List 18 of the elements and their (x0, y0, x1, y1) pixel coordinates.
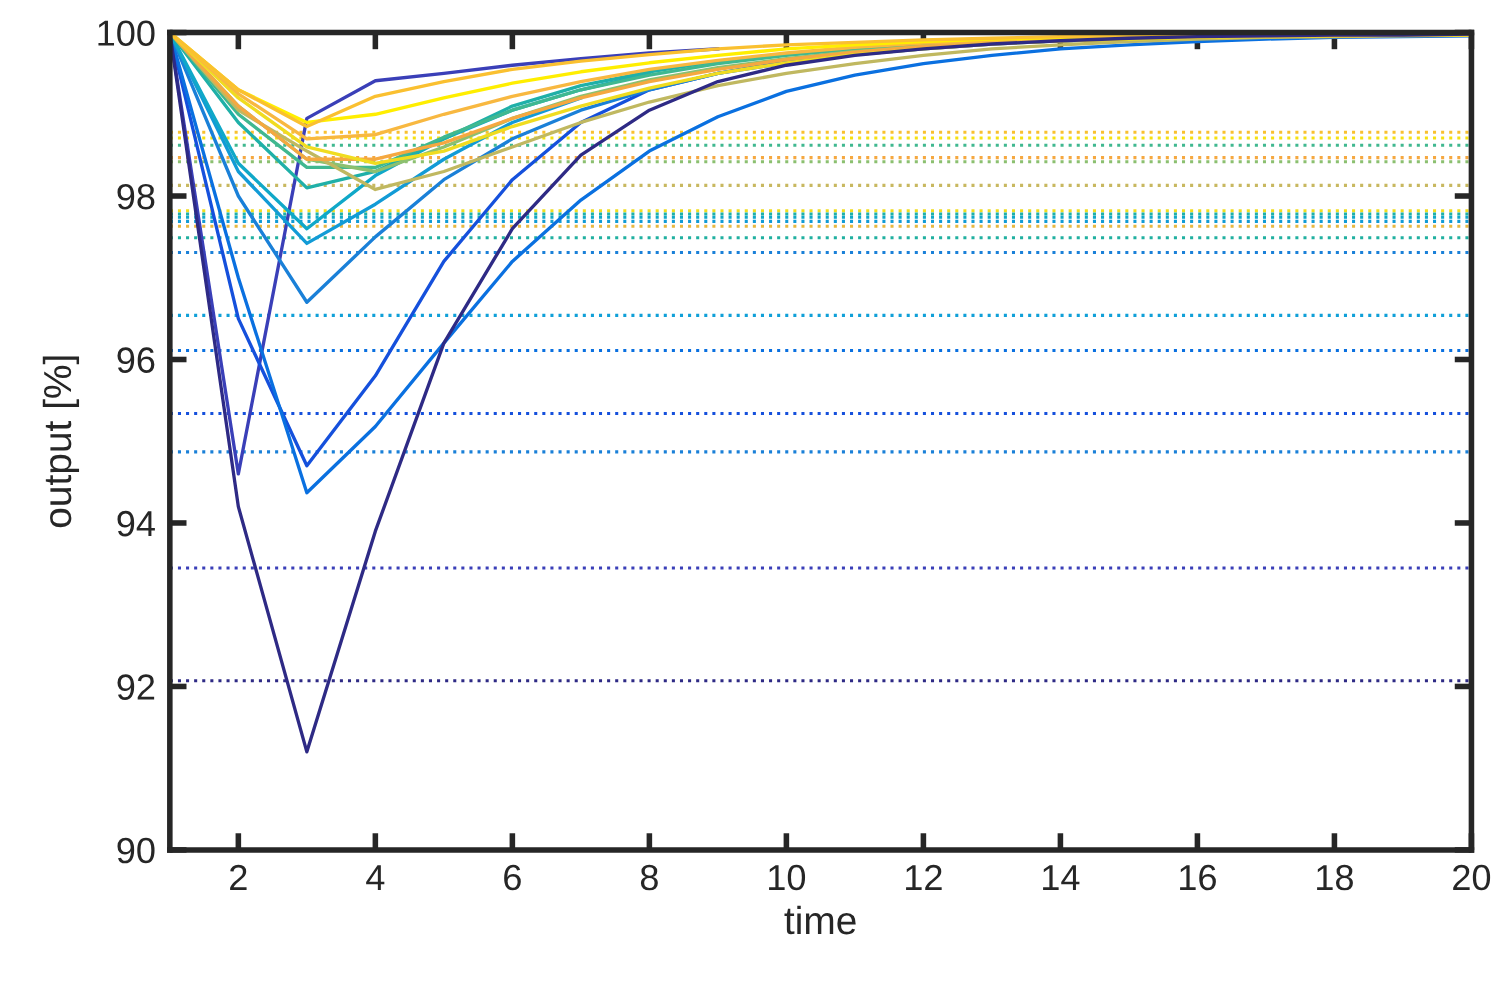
x-tick-label: 14 (1043, 865, 1080, 890)
x-tick-label: 10 (769, 864, 806, 891)
y-tick-label: 94 (117, 510, 155, 537)
x-tick-label: 18 (1317, 864, 1353, 891)
y-tick-label: 96 (117, 347, 155, 373)
y-tick-label: 98 (117, 183, 155, 210)
x-tick-label: 6 (504, 864, 521, 891)
y-axis-title: output [%] (42, 356, 80, 528)
x-tick-label: 20 (1453, 864, 1491, 891)
x-tick-label: 8 (640, 864, 658, 891)
x-tick-label: 4 (366, 865, 385, 890)
y-tick-label: 92 (117, 674, 155, 700)
y-tick-label: 90 (117, 837, 155, 864)
x-tick-label: 12 (906, 864, 942, 890)
y-tick-label: 100 (98, 20, 155, 46)
x-tick-label: 2 (230, 864, 247, 890)
x-tick-label: 16 (1180, 864, 1216, 891)
x-axis-title: time (784, 905, 856, 935)
